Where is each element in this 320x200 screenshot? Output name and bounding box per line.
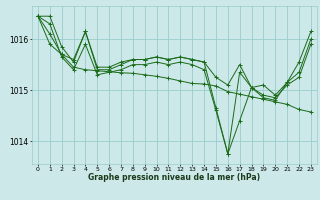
- X-axis label: Graphe pression niveau de la mer (hPa): Graphe pression niveau de la mer (hPa): [88, 173, 260, 182]
